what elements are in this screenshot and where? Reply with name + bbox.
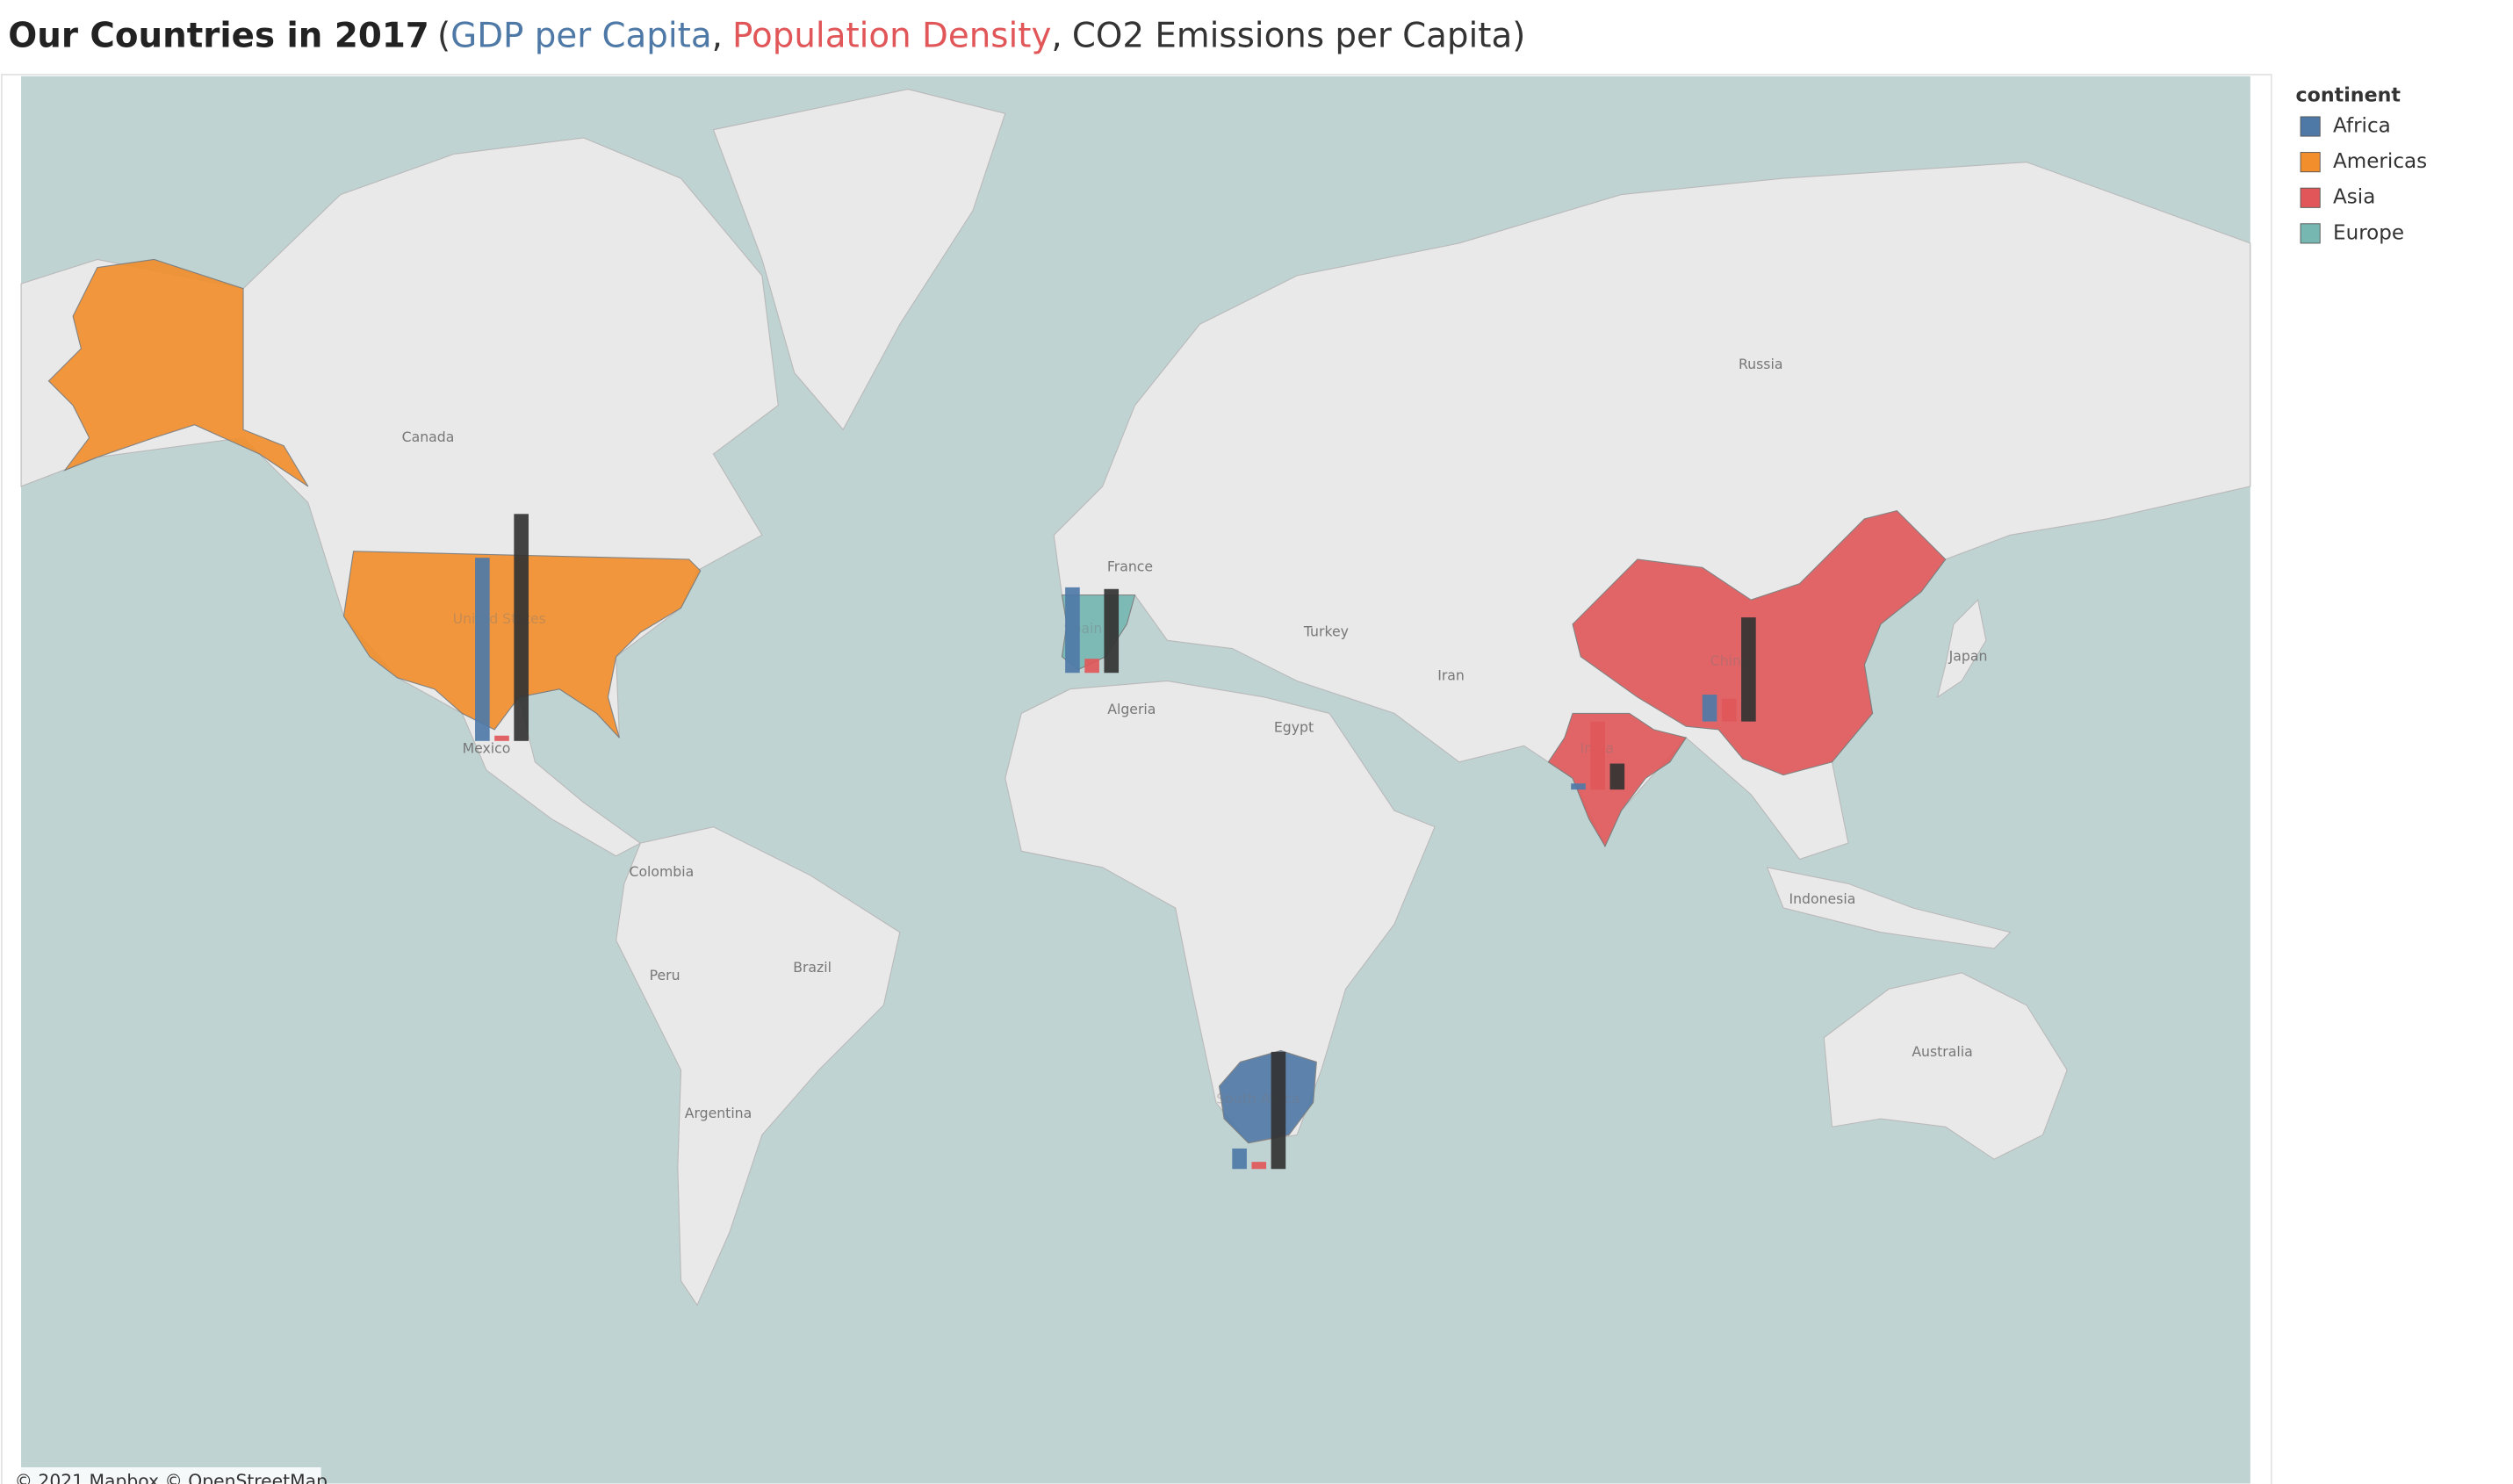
country-shape <box>47 258 309 487</box>
legend-swatch <box>2300 187 2321 208</box>
map <box>20 76 2251 1484</box>
land-south-america <box>616 826 901 1307</box>
map-label: Mexico <box>463 740 511 757</box>
bar <box>1702 695 1717 722</box>
map-label: Russia <box>1739 356 1782 372</box>
title-measure: CO2 Emissions per Capita <box>1072 16 1512 55</box>
attribution: © 2021 Mapbox © OpenStreetMap <box>15 1471 328 1484</box>
bar <box>1271 1051 1286 1170</box>
legend-swatch <box>2300 152 2321 173</box>
legend-label: Africa <box>2333 115 2391 138</box>
title-measure: GDP per Capita <box>450 16 711 55</box>
land-africa <box>1004 680 1436 1144</box>
map-frame <box>0 74 2272 1484</box>
bar <box>1609 763 1625 790</box>
bar <box>1741 617 1756 722</box>
bar <box>1721 698 1737 722</box>
bar <box>1065 587 1080 674</box>
land-indonesia <box>1766 867 2012 949</box>
bar <box>514 514 529 741</box>
land-greenland <box>712 88 1006 431</box>
map-label: Brazil <box>793 959 832 976</box>
country-label: United States <box>453 610 546 627</box>
map-label: Egypt <box>1274 719 1314 736</box>
map-label: Turkey <box>1303 623 1349 640</box>
legend-label: Americas <box>2333 150 2427 173</box>
bar <box>1571 783 1586 790</box>
country-label: South Africa <box>1216 1090 1300 1106</box>
map-label: Japan <box>1948 647 1988 664</box>
map-label: Canada <box>402 429 455 445</box>
map-label: Argentina <box>685 1105 752 1121</box>
country-label: China <box>1710 652 1750 669</box>
title-punct: , <box>1051 16 1062 55</box>
map-label: Peru <box>650 967 680 983</box>
legend-swatch <box>2300 116 2321 137</box>
bar <box>494 735 509 741</box>
chart-title: Our Countries in 2017 (GDP per Capita, Pop… <box>8 16 1525 55</box>
legend-label: Europe <box>2333 221 2404 244</box>
bar <box>1232 1148 1247 1170</box>
title-punct: ) <box>1512 16 1525 55</box>
map-label: Indonesia <box>1789 890 1855 907</box>
bar <box>475 558 490 741</box>
map-label: Australia <box>1912 1043 1972 1060</box>
legend-label: Asia <box>2333 186 2375 209</box>
bar <box>1590 721 1605 790</box>
title-punct: ( <box>437 16 450 55</box>
title-measure: Population Density <box>732 16 1051 55</box>
country-shape <box>1572 509 1947 776</box>
map-label: Iran <box>1437 666 1465 683</box>
attribution-box <box>10 1466 321 1484</box>
legend-title: continent <box>2296 83 2401 106</box>
map-label: Colombia <box>630 863 695 880</box>
bar <box>1104 588 1120 674</box>
title-punct: , <box>712 16 723 55</box>
title-main: Our Countries in 2017 <box>8 16 429 55</box>
bar <box>1251 1162 1267 1170</box>
land-australia <box>1823 972 2068 1160</box>
map-label: Algeria <box>1107 701 1156 717</box>
bar <box>1084 659 1099 674</box>
map-label: France <box>1107 558 1153 575</box>
land-japan <box>1936 599 1987 699</box>
legend-swatch <box>2300 223 2321 244</box>
country-shape <box>1218 1049 1317 1144</box>
